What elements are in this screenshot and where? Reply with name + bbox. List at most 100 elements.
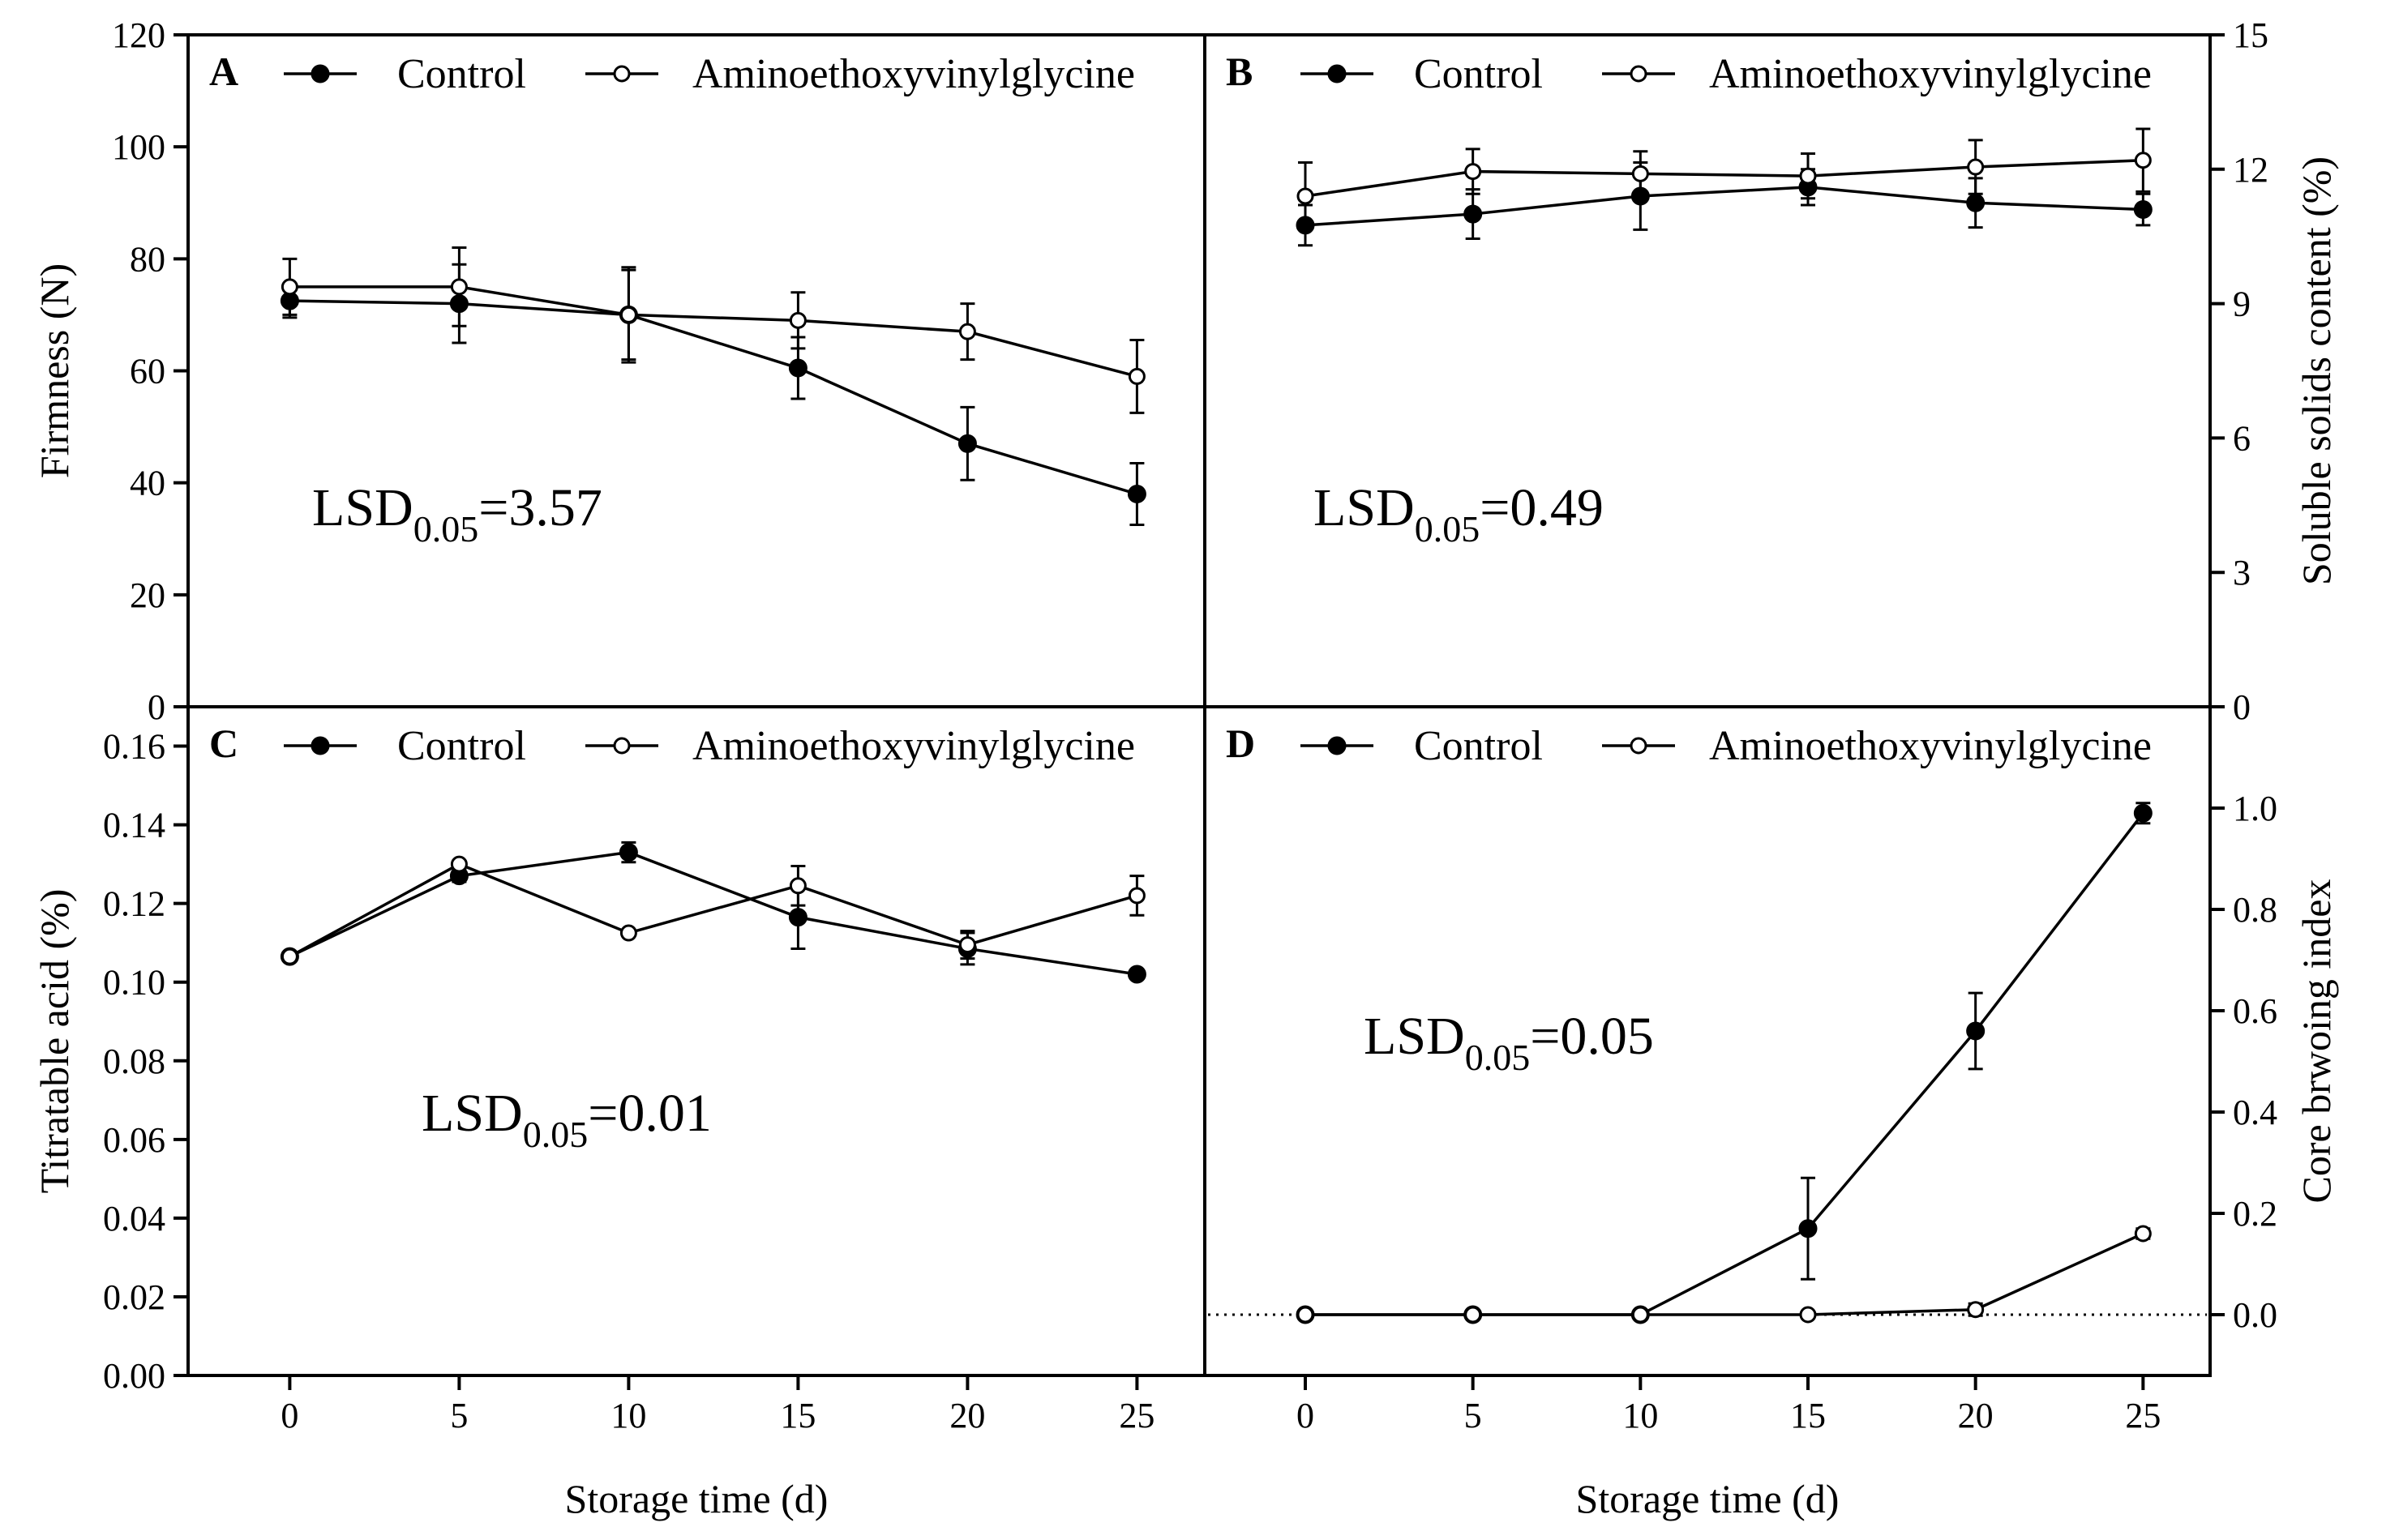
y-tick-label-c: 0.12 — [103, 884, 165, 924]
data-point-control-c — [1127, 965, 1146, 984]
data-point-avg-c — [789, 877, 807, 895]
y-tick-label-a: 20 — [130, 575, 165, 615]
data-point-avg-a — [1128, 367, 1146, 385]
data-point-avg-b — [1799, 167, 1817, 185]
data-point-avg-b — [1967, 158, 1985, 176]
legend-marker-control-d — [1327, 736, 1347, 755]
data-point-avg-b — [1631, 165, 1649, 182]
y-axis-title-d: Core brwoing index — [2294, 879, 2339, 1204]
lsd-subscript: 0.05 — [1415, 508, 1480, 550]
data-point-control-a — [957, 434, 977, 453]
y-tick-label-a: 100 — [112, 127, 165, 167]
series-line-avg-a — [289, 285, 1137, 379]
data-point-avg-d — [2134, 1225, 2152, 1243]
legend-marker-avg-d — [1630, 737, 1647, 755]
data-point-avg-a — [958, 323, 976, 340]
x-tick-label-c: 15 — [780, 1396, 816, 1435]
x-tick-label-c: 0 — [281, 1396, 298, 1435]
data-point-avg-d — [1631, 1306, 1649, 1324]
y-tick-label-c: 0.14 — [103, 806, 165, 845]
series-line-control-c — [289, 850, 1137, 976]
y-tick-label-b: 9 — [2233, 284, 2251, 324]
legend-marker-control-b — [1327, 64, 1347, 83]
y-tick-label-a: 40 — [130, 464, 165, 503]
lsd-annotation-d: LSD0.05=0.05 — [1364, 1007, 1654, 1078]
legend-label-avg-c: Aminoethoxyvinylglycine — [692, 723, 1135, 769]
x-tick-label-d: 0 — [1296, 1396, 1314, 1435]
lsd-value: =0.49 — [1480, 478, 1604, 537]
data-point-avg-d — [1296, 1306, 1314, 1324]
x-tick-label-c: 20 — [949, 1396, 985, 1435]
series-line-control-a — [289, 299, 1137, 496]
series-line-avg-d — [1305, 1232, 2144, 1316]
data-point-avg-b — [1296, 187, 1314, 205]
y-tick-label-d: 0.2 — [2233, 1194, 2277, 1234]
panel-a: 0 20 40 60 80 100 120 Firmness (N) A Control Amino… — [32, 15, 1146, 727]
x-tick-label-c: 5 — [450, 1396, 468, 1435]
data-point-avg-c — [450, 855, 468, 873]
y-tick-label-b: 12 — [2233, 150, 2268, 190]
data-point-control-a — [1127, 484, 1146, 503]
x-tick-label-d: 25 — [2125, 1396, 2161, 1435]
data-point-avg-a — [450, 278, 468, 296]
lsd-label: LSD — [312, 478, 413, 537]
y-axis-title-b: Soluble solids content (%) — [2294, 156, 2339, 585]
data-point-avg-c — [281, 948, 298, 965]
x-tick-label-d: 10 — [1622, 1396, 1658, 1435]
data-point-control-b — [2133, 200, 2153, 220]
legend-marker-control-a — [311, 64, 330, 83]
data-point-avg-c — [1128, 887, 1146, 905]
x-tick-label-d: 20 — [1958, 1396, 1994, 1435]
data-point-control-c — [619, 843, 638, 862]
panel-d: 0.0 0.2 0.4 0.6 0.8 1.0 Core brwoing index 0 5 10… — [1208, 721, 2339, 1521]
y-tick-label-b: 6 — [2233, 418, 2251, 458]
x-tick-label-c: 10 — [610, 1396, 646, 1435]
series-line-avg-b — [1304, 158, 2144, 198]
x-tick-label-c: 25 — [1119, 1396, 1155, 1435]
y-tick-label-d: 0.4 — [2233, 1093, 2277, 1132]
lsd-annotation-a: LSD0.05=3.57 — [312, 478, 602, 550]
data-point-control-d — [1798, 1219, 1818, 1238]
y-tick-label-b: 3 — [2233, 553, 2251, 592]
x-axis-title-d: Storage time (d) — [1576, 1476, 1840, 1521]
x-tick-label-d: 15 — [1790, 1396, 1826, 1435]
legend-label-avg-b: Aminoethoxyvinylglycine — [1709, 51, 2152, 97]
legend-marker-avg-b — [1630, 65, 1647, 83]
lsd-annotation-c: LSD0.05=0.01 — [422, 1084, 712, 1155]
legend-label-control-c: Control — [397, 723, 526, 769]
x-axis-title-c: Storage time (d) — [565, 1476, 829, 1521]
y-tick-label-a: 60 — [130, 352, 165, 391]
data-point-control-d — [1966, 1021, 1986, 1041]
y-axis-title-a: Firmness (N) — [32, 263, 77, 478]
y-tick-label-c: 0.10 — [103, 963, 165, 1003]
panel-b: 0 3 6 9 12 15 Soluble solids content (%) B Contr… — [1226, 15, 2339, 727]
panel-letter-c: C — [209, 721, 238, 766]
data-point-control-d — [2133, 803, 2153, 823]
panel-letter-d: D — [1226, 721, 1255, 766]
data-point-control-b — [1463, 204, 1483, 224]
lsd-label: LSD — [1364, 1007, 1465, 1066]
lsd-value: =3.57 — [478, 478, 602, 537]
y-tick-label-c: 0.04 — [103, 1199, 165, 1238]
data-point-avg-a — [619, 306, 637, 323]
legend-label-avg-a: Aminoethoxyvinylglycine — [692, 51, 1135, 97]
y-tick-label-b: 0 — [2233, 687, 2251, 727]
y-tick-label-a: 0 — [148, 687, 165, 727]
y-tick-label-d: 0.6 — [2233, 991, 2277, 1031]
lsd-subscript: 0.05 — [523, 1114, 589, 1155]
data-point-avg-d — [1967, 1301, 1985, 1319]
lsd-annotation-b: LSD0.05=0.49 — [1313, 478, 1604, 550]
lsd-subscript: 0.05 — [413, 508, 479, 550]
data-point-avg-d — [1464, 1306, 1482, 1324]
panel-c: 0.00 0.02 0.04 0.06 0.08 0.10 0.12 0.14 0.16 Titr… — [32, 721, 1155, 1521]
y-tick-label-d: 0.0 — [2233, 1295, 2277, 1335]
legend-marker-avg-c — [613, 737, 631, 755]
panel-letter-a: A — [209, 49, 238, 94]
legend-marker-control-c — [311, 736, 330, 755]
legend-label-control-d: Control — [1414, 723, 1543, 769]
panel-letter-b: B — [1226, 49, 1253, 94]
y-tick-label-c: 0.08 — [103, 1042, 165, 1081]
y-tick-label-c: 0.16 — [103, 727, 165, 767]
data-point-control-a — [788, 358, 808, 378]
series-line-control-b — [1304, 186, 2144, 227]
